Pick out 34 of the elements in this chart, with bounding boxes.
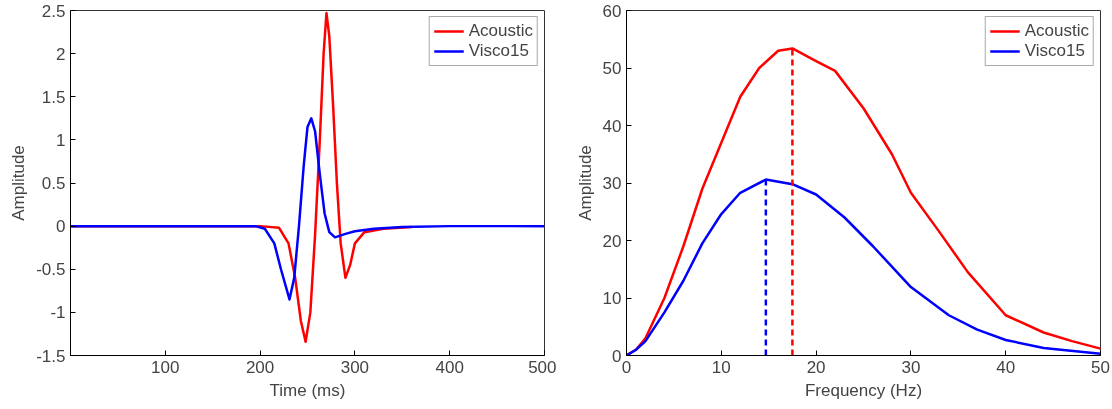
x-tick-label: 50 xyxy=(1091,357,1110,377)
y-tick-label: 20 xyxy=(602,231,622,251)
x-axis-title: Frequency (Hz) xyxy=(804,380,923,400)
legend-label: Visco15 xyxy=(468,41,529,61)
y-tick-label: 10 xyxy=(602,289,622,308)
y-tick-label: 1.5 xyxy=(41,87,66,107)
y-tick-label: 60 xyxy=(602,1,622,21)
x-tick-label: 30 xyxy=(901,357,921,377)
x-tick-label: 500 xyxy=(528,357,557,377)
y-tick-label: 50 xyxy=(602,59,622,78)
x-tick-label: 100 xyxy=(151,357,180,377)
y-tick-label: 40 xyxy=(602,116,622,136)
y-tick-label: 0 xyxy=(56,217,66,237)
legend-label: Acoustic xyxy=(1024,21,1089,41)
y-tick-label: 2.5 xyxy=(41,1,66,21)
y-tick-label: 30 xyxy=(602,174,622,193)
x-axis-title: Time (ms) xyxy=(269,380,346,400)
y-tick-label: 2 xyxy=(56,44,66,64)
y-tick-label: -0.5 xyxy=(36,260,66,280)
line-series xyxy=(70,117,545,301)
y-tick-label: -1.5 xyxy=(36,346,66,366)
x-tick-label: 400 xyxy=(435,357,464,377)
y-axis-title: Amplitude xyxy=(575,145,595,221)
legend-label: Visco15 xyxy=(1024,41,1085,61)
x-tick-label: 10 xyxy=(711,357,731,377)
x-tick-label: 300 xyxy=(340,357,370,377)
y-axis-title: Amplitude xyxy=(9,145,29,221)
y-tick-label: -1 xyxy=(50,303,66,323)
y-tick-label: 0.5 xyxy=(41,174,66,193)
x-tick-label: 40 xyxy=(996,357,1016,377)
x-tick-label: 20 xyxy=(806,357,826,377)
y-tick-label: 1 xyxy=(56,130,66,150)
x-tick-label: 200 xyxy=(245,357,275,377)
legend-label: Acoustic xyxy=(468,21,533,41)
